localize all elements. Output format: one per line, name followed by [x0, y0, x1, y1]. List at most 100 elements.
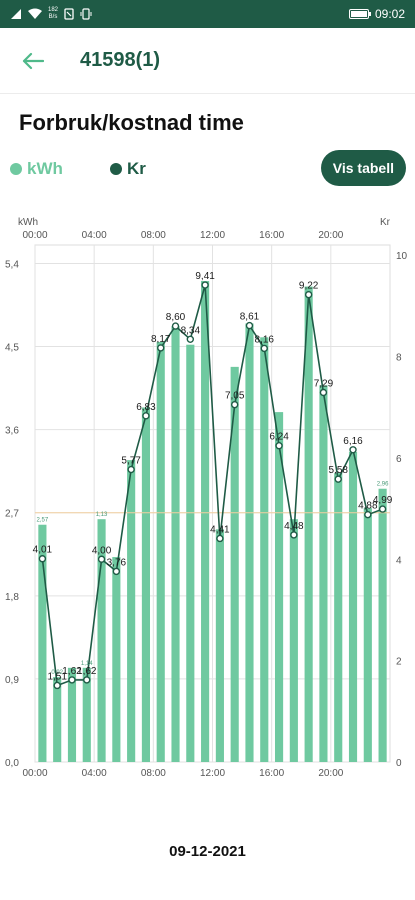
kr-point — [334, 475, 342, 483]
kr-point-label: 4,41 — [210, 524, 230, 535]
left-axis-unit: kWh — [18, 217, 38, 228]
kwh-bar-label: 1,14 — [81, 661, 93, 667]
kr-point-label: 1,51 — [47, 671, 67, 682]
kwh-bar — [82, 667, 91, 762]
page-title: 41598(1) — [80, 49, 161, 71]
kwh-bar — [378, 488, 387, 762]
chart-bars — [38, 281, 387, 762]
kr-point — [157, 344, 165, 352]
legend-item-kwh: kWh — [10, 159, 63, 179]
kr-point — [349, 446, 357, 454]
x-tick-label-bottom: 20:00 — [318, 768, 343, 779]
kwh-bar — [171, 326, 180, 762]
kr-point-label: 7,05 — [225, 391, 245, 402]
kr-point — [53, 681, 61, 690]
x-tick-label-top: 16:00 — [259, 230, 284, 241]
kwh-bar — [97, 519, 106, 762]
kr-series — [38, 281, 387, 690]
kwh-bar — [156, 341, 165, 762]
x-tick-label-top: 20:00 — [318, 230, 343, 241]
kwh-bar-label: 2,96 — [377, 482, 389, 488]
network-speed-value: 182 — [48, 7, 59, 13]
left-tick-label: 0,9 — [5, 675, 19, 686]
kr-point — [38, 555, 47, 563]
status-bar: 182 B/s 09:02 — [0, 0, 415, 28]
kr-point — [364, 510, 372, 519]
right-axis-unit: Kr — [380, 217, 391, 228]
right-tick-label: 4 — [396, 555, 402, 566]
kr-point-label: 6,83 — [136, 402, 156, 413]
kwh-bar — [38, 524, 47, 762]
sim-icon — [10, 8, 22, 20]
kwh-bar — [215, 529, 224, 762]
right-tick-label: 6 — [396, 454, 402, 465]
kwh-bar — [304, 286, 313, 762]
kwh-bar — [289, 519, 298, 762]
x-tick-label-top: 08:00 — [141, 230, 166, 241]
kwh-bar — [112, 557, 121, 762]
kr-dot-icon — [110, 163, 122, 175]
selected-date: 09-12-2021 — [169, 843, 246, 860]
kr-point — [171, 322, 180, 330]
network-speed: 182 B/s — [48, 7, 58, 21]
show-table-button[interactable]: Vis tabell — [320, 150, 406, 186]
left-tick-label: 3,6 — [5, 426, 19, 437]
app-bar: 41598(1) — [0, 28, 415, 94]
left-tick-label: 2,7 — [5, 509, 19, 520]
x-tick-label-bottom: 00:00 — [22, 768, 47, 779]
kr-point-label: 8,61 — [240, 312, 260, 323]
x-tick-label-bottom: 08:00 — [141, 768, 166, 779]
kr-point — [216, 534, 224, 543]
x-tick-label-bottom: 04:00 — [82, 768, 107, 779]
kr-point-label: 4,48 — [284, 521, 304, 532]
chart-axes: 0,0 0,9 1,8 2,7 3,6 4,5 5,4 0 2 4 6 8 10 00:00 00:00 04… — [5, 217, 408, 779]
kwh-bar — [319, 385, 328, 762]
legend-label-kr: Kr — [127, 159, 146, 178]
kr-point-label: 6,16 — [343, 436, 363, 447]
legend-label-kwh: kWh — [27, 159, 63, 178]
kwh-bar — [230, 366, 239, 762]
kr-point — [245, 321, 254, 330]
kr-point-label: 4,88 — [358, 501, 378, 512]
kr-point — [186, 335, 195, 343]
x-tick-label-top: 00:00 — [22, 230, 47, 241]
kr-point — [112, 567, 121, 576]
kwh-bar — [245, 323, 254, 762]
right-tick-label: 10 — [396, 251, 408, 262]
kwh-bar — [67, 667, 77, 762]
kwh-bar-label: 1,13 — [96, 512, 108, 518]
kwh-bar — [363, 508, 372, 762]
network-speed-unit: B/s — [48, 14, 58, 20]
kwh-bar — [260, 337, 269, 762]
status-left: 182 B/s — [10, 7, 92, 21]
kr-point-label: 7,29 — [314, 378, 334, 389]
vibrate-icon — [80, 8, 92, 20]
right-tick-label: 0 — [396, 758, 402, 769]
chart-grid — [34, 244, 391, 763]
kwh-bar — [53, 677, 62, 762]
battery-level — [350, 11, 368, 17]
arrow-left-icon — [22, 52, 44, 69]
chart-title: Forbruk/kostnad time — [19, 110, 244, 135]
kr-point-label: 4,01 — [33, 545, 53, 556]
right-tick-label: 2 — [396, 657, 402, 668]
kr-point-label: 4,99 — [373, 495, 393, 506]
kr-point-label: 1,62 — [62, 666, 82, 677]
kr-point — [201, 281, 209, 289]
nfc-icon — [64, 8, 74, 20]
kwh-bar — [348, 451, 358, 762]
kr-point-label: 5,77 — [121, 456, 141, 467]
kr-point-label: 1,62 — [77, 666, 97, 677]
right-tick-label: 8 — [396, 353, 402, 364]
battery-icon — [348, 9, 371, 19]
kr-point-label: 9,41 — [195, 271, 215, 282]
left-tick-label: 0,0 — [5, 758, 19, 769]
kwh-bar-label: 0,92 — [51, 670, 63, 676]
kr-point-label: 8,34 — [181, 325, 201, 336]
x-tick-label-bottom: 16:00 — [259, 768, 284, 779]
left-tick-label: 4,5 — [5, 343, 19, 354]
left-tick-label: 1,8 — [5, 592, 19, 603]
kwh-bar — [127, 460, 136, 762]
kr-line — [41, 284, 383, 687]
back-button[interactable] — [0, 28, 66, 94]
